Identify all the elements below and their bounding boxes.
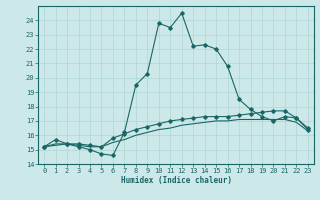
X-axis label: Humidex (Indice chaleur): Humidex (Indice chaleur) [121,176,231,185]
